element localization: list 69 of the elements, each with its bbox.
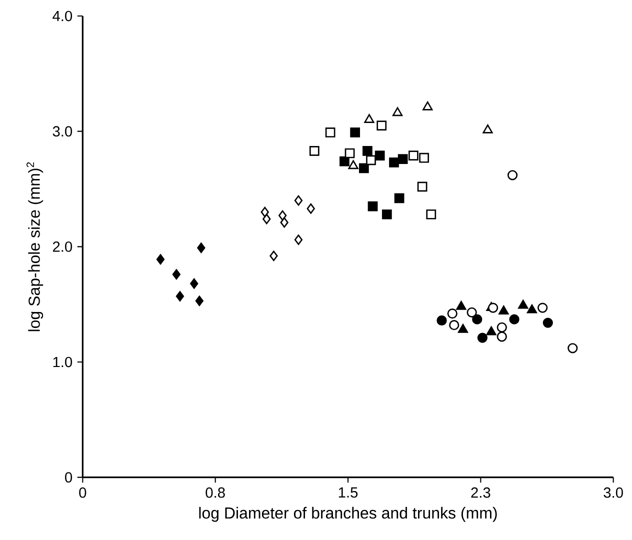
point <box>260 206 269 218</box>
point <box>344 148 355 158</box>
point <box>389 158 399 168</box>
point <box>526 304 538 314</box>
x-tick-label: 1.5 <box>338 487 358 498</box>
x-tick-label: 2.3 <box>471 487 490 498</box>
point <box>270 250 278 262</box>
point <box>568 343 578 354</box>
point <box>447 308 458 319</box>
point <box>408 150 418 160</box>
point <box>190 278 198 289</box>
point <box>458 324 468 333</box>
point <box>262 214 271 224</box>
point <box>477 332 488 343</box>
point <box>340 156 350 166</box>
point <box>538 302 548 313</box>
point <box>362 146 372 156</box>
point <box>398 154 408 164</box>
point <box>366 155 376 166</box>
point <box>176 291 184 302</box>
point <box>509 314 520 324</box>
y-tick-label: 3.0 <box>52 126 72 137</box>
x-tick-label: 0 <box>79 487 86 498</box>
x-tick-label: 0.8 <box>206 487 225 498</box>
point <box>278 210 287 221</box>
point <box>496 322 507 332</box>
point <box>466 307 477 318</box>
point <box>156 254 165 265</box>
point <box>172 269 180 280</box>
point <box>392 107 403 116</box>
point <box>280 217 288 228</box>
point <box>195 296 204 306</box>
point <box>368 201 378 212</box>
point <box>436 315 447 326</box>
y-tick-label: 1.0 <box>53 356 72 368</box>
point <box>394 193 404 204</box>
point <box>306 203 315 214</box>
point <box>542 318 553 328</box>
point <box>350 128 360 138</box>
point <box>417 182 428 192</box>
point <box>419 152 429 163</box>
point <box>426 209 436 220</box>
x-axis-title: log Diameter of branches and trunks (mm) <box>199 506 497 522</box>
point <box>496 332 507 342</box>
point <box>197 242 206 254</box>
point <box>294 234 303 245</box>
point <box>294 195 303 206</box>
y-tick-label: 4.0 <box>52 10 72 22</box>
point <box>376 120 387 131</box>
point <box>348 160 358 170</box>
point <box>456 300 466 310</box>
point <box>374 150 385 160</box>
point <box>422 101 433 110</box>
y-tick-label: 0 <box>65 472 72 483</box>
point <box>472 314 482 324</box>
y-axis-title: log Sap-hole size (mm)$^{2}$ <box>26 162 44 332</box>
point <box>486 326 496 336</box>
point <box>382 209 392 220</box>
point <box>358 163 369 174</box>
point <box>482 124 493 134</box>
point <box>325 128 336 138</box>
point <box>309 146 320 156</box>
y-tick-label: 2.0 <box>52 241 72 252</box>
point <box>364 114 374 124</box>
point <box>518 300 528 309</box>
x-tick-label: 3.0 <box>604 487 623 498</box>
point <box>507 170 518 180</box>
point <box>498 306 509 314</box>
point <box>449 320 460 330</box>
